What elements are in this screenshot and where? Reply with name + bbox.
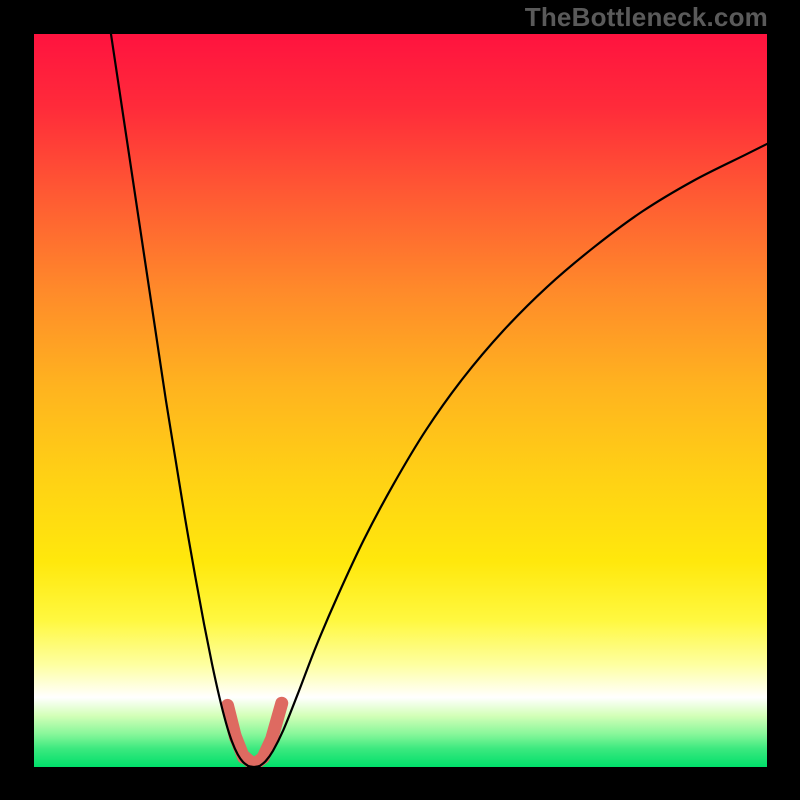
plot-area [34,34,767,767]
bottleneck-curve [34,34,767,767]
valley-marker [228,703,282,765]
chart-frame: TheBottleneck.com [0,0,800,800]
watermark-text: TheBottleneck.com [525,2,768,33]
bottleneck-curve-path [111,34,767,767]
